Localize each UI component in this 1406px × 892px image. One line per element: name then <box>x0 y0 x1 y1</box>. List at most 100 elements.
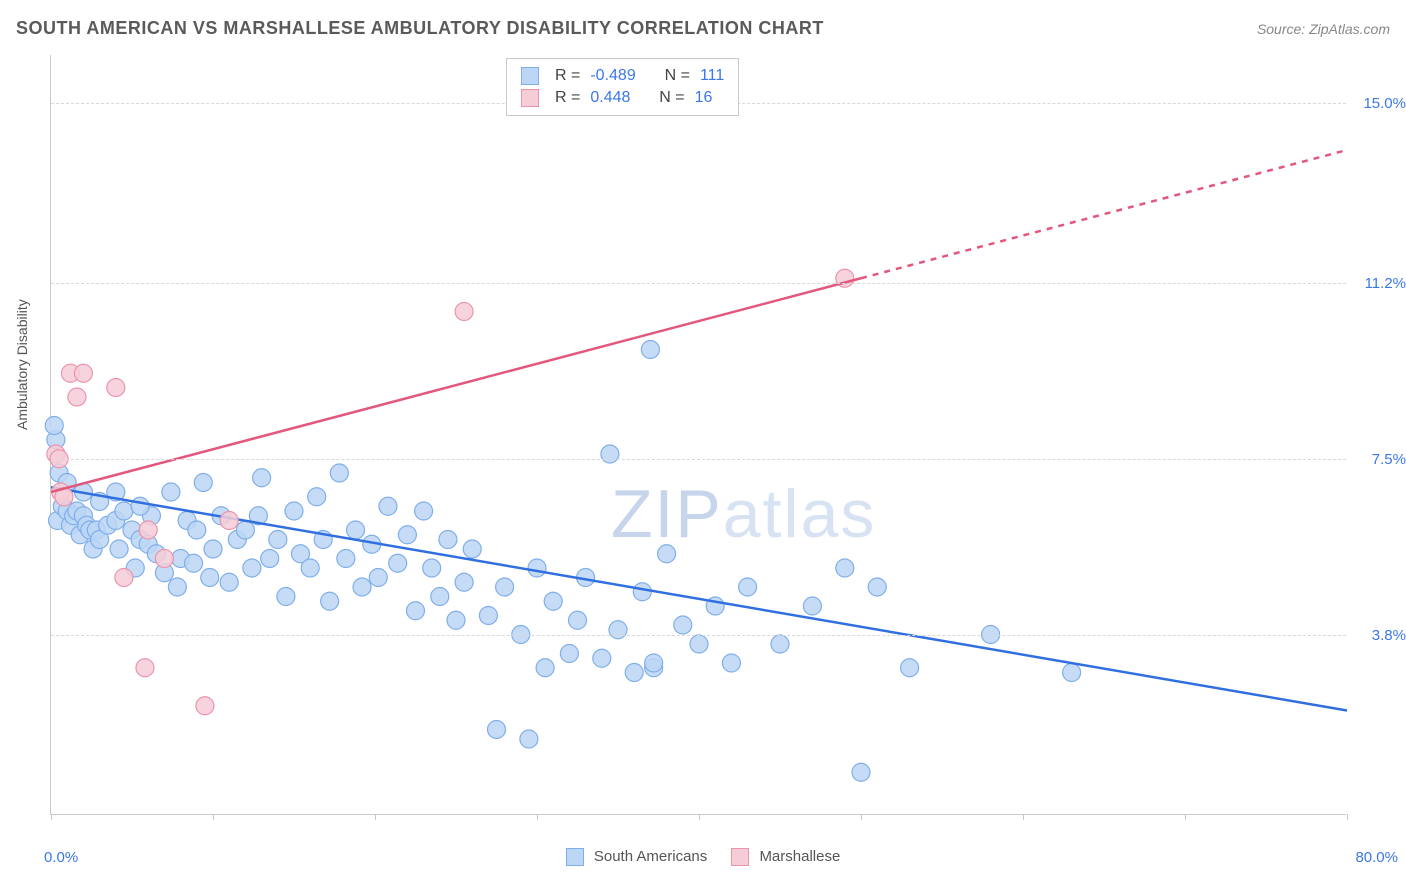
data-point <box>407 602 425 620</box>
stats-legend-box: R = -0.489 N = 111 R = 0.448 N = 16 <box>506 58 739 116</box>
chart-source: Source: ZipAtlas.com <box>1257 21 1390 37</box>
data-point <box>479 607 497 625</box>
regression-line-extrapolated <box>861 150 1347 278</box>
data-point <box>609 621 627 639</box>
data-point <box>601 445 619 463</box>
data-point <box>204 540 222 558</box>
data-point <box>625 664 643 682</box>
data-point <box>739 578 757 596</box>
gridline <box>51 635 1346 636</box>
data-point <box>45 417 63 435</box>
data-point <box>285 502 303 520</box>
data-point <box>398 526 416 544</box>
data-point <box>836 559 854 577</box>
data-point <box>188 521 206 539</box>
regression-line <box>51 487 1347 710</box>
ytick-label: 3.8% <box>1351 627 1406 644</box>
data-point <box>330 464 348 482</box>
data-point <box>645 654 663 672</box>
data-point <box>901 659 919 677</box>
data-point <box>415 502 433 520</box>
legend-swatch-1 <box>566 848 584 866</box>
data-point <box>196 697 214 715</box>
data-point <box>269 531 287 549</box>
chart-title: SOUTH AMERICAN VS MARSHALLESE AMBULATORY… <box>16 18 824 39</box>
data-point <box>520 730 538 748</box>
data-point <box>220 573 238 591</box>
data-point <box>852 763 870 781</box>
data-point <box>194 474 212 492</box>
data-point <box>155 550 173 568</box>
data-point <box>162 483 180 501</box>
data-point <box>353 578 371 596</box>
data-point <box>220 512 238 530</box>
data-point <box>168 578 186 596</box>
data-point <box>308 488 326 506</box>
data-point <box>74 364 92 382</box>
scatter-svg <box>51 55 1346 814</box>
data-point <box>455 573 473 591</box>
x-max-label: 80.0% <box>1355 849 1398 866</box>
data-point <box>771 635 789 653</box>
data-point <box>658 545 676 563</box>
data-point <box>641 341 659 359</box>
data-point <box>68 388 86 406</box>
xtick <box>1023 814 1024 820</box>
data-point <box>560 645 578 663</box>
data-point <box>369 569 387 587</box>
xtick <box>375 814 376 820</box>
bottom-legend: South Americans Marshallese <box>0 848 1406 866</box>
data-point <box>593 649 611 667</box>
xtick <box>699 814 700 820</box>
data-point <box>488 721 506 739</box>
data-point <box>131 497 149 515</box>
data-point <box>115 502 133 520</box>
chart-plot-area: ZIPatlas 15.0%11.2%7.5%3.8% <box>50 55 1346 815</box>
legend-item-1: South Americans <box>566 848 708 866</box>
data-point <box>379 497 397 515</box>
data-point <box>261 550 279 568</box>
xtick <box>51 814 52 820</box>
gridline <box>51 459 1346 460</box>
legend-swatch-2 <box>731 848 749 866</box>
data-point <box>115 569 133 587</box>
data-point <box>674 616 692 634</box>
xtick <box>861 814 862 820</box>
xtick <box>537 814 538 820</box>
stats-swatch-1 <box>521 67 539 85</box>
data-point <box>110 540 128 558</box>
xtick <box>1347 814 1348 820</box>
data-point <box>1063 664 1081 682</box>
stats-swatch-2 <box>521 89 539 107</box>
data-point <box>803 597 821 615</box>
data-point <box>447 611 465 629</box>
data-point <box>868 578 886 596</box>
data-point <box>463 540 481 558</box>
stats-row-1: R = -0.489 N = 111 <box>521 65 724 87</box>
data-point <box>544 592 562 610</box>
data-point <box>185 554 203 572</box>
data-point <box>496 578 514 596</box>
data-point <box>347 521 365 539</box>
y-axis-label: Ambulatory Disability <box>14 299 30 430</box>
xtick <box>1185 814 1186 820</box>
data-point <box>301 559 319 577</box>
stats-row-2: R = 0.448 N = 16 <box>521 87 724 109</box>
ytick-label: 7.5% <box>1351 451 1406 468</box>
data-point <box>136 659 154 677</box>
data-point <box>722 654 740 672</box>
data-point <box>569 611 587 629</box>
ytick-label: 11.2% <box>1351 275 1406 292</box>
xtick <box>213 814 214 820</box>
data-point <box>431 588 449 606</box>
data-point <box>107 379 125 397</box>
data-point <box>455 303 473 321</box>
data-point <box>423 559 441 577</box>
data-point <box>236 521 254 539</box>
data-point <box>321 592 339 610</box>
ytick-label: 15.0% <box>1351 95 1406 112</box>
legend-item-2: Marshallese <box>731 848 840 866</box>
gridline <box>51 283 1346 284</box>
data-point <box>277 588 295 606</box>
data-point <box>528 559 546 577</box>
